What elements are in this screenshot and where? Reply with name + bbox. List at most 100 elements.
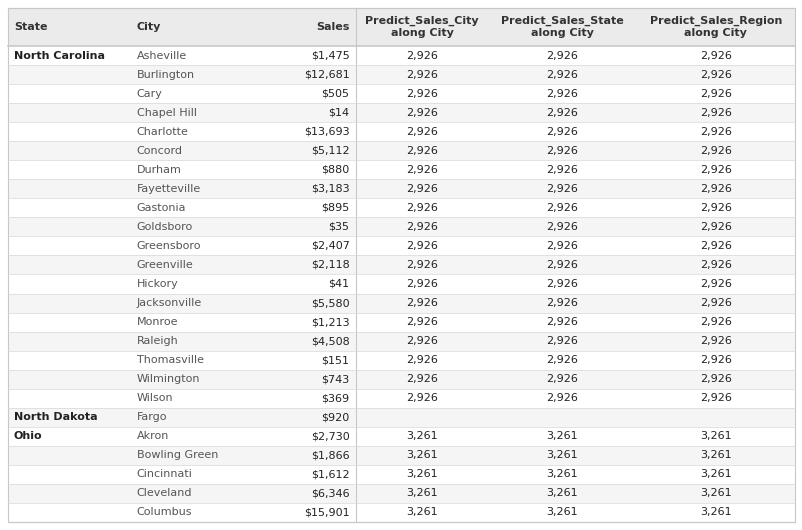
Text: Fargo: Fargo — [136, 412, 167, 422]
Text: Greenville: Greenville — [136, 260, 193, 270]
Text: 2,926: 2,926 — [406, 184, 437, 194]
Text: 2,926: 2,926 — [546, 279, 577, 289]
Text: 2,926: 2,926 — [699, 108, 731, 118]
Text: 3,261: 3,261 — [699, 508, 731, 517]
Bar — [8, 179, 794, 198]
Text: 2,926: 2,926 — [406, 355, 437, 365]
Text: 2,926: 2,926 — [406, 222, 437, 232]
Text: 2,926: 2,926 — [699, 184, 731, 194]
Text: 2,926: 2,926 — [546, 184, 577, 194]
Text: 2,926: 2,926 — [546, 165, 577, 175]
Text: 2,926: 2,926 — [546, 127, 577, 137]
Text: 2,926: 2,926 — [699, 127, 731, 137]
Text: State: State — [14, 22, 47, 32]
Text: 2,926: 2,926 — [406, 393, 437, 403]
Text: 3,261: 3,261 — [699, 489, 731, 498]
Text: Jacksonville: Jacksonville — [136, 298, 201, 308]
Text: 2,926: 2,926 — [699, 146, 731, 156]
Text: $12,681: $12,681 — [303, 69, 349, 80]
Text: Sales: Sales — [316, 22, 349, 32]
Text: 3,261: 3,261 — [406, 508, 437, 517]
Text: $895: $895 — [321, 203, 349, 213]
Text: 2,926: 2,926 — [546, 298, 577, 308]
Bar — [8, 313, 794, 332]
Text: Akron: Akron — [136, 431, 168, 441]
Bar — [8, 103, 794, 122]
Text: Predict_Sales_State
along City: Predict_Sales_State along City — [500, 16, 623, 38]
Text: $1,866: $1,866 — [310, 450, 349, 461]
Text: 2,926: 2,926 — [699, 165, 731, 175]
Text: 2,926: 2,926 — [699, 69, 731, 80]
Text: Burlington: Burlington — [136, 69, 195, 80]
Text: $3,183: $3,183 — [310, 184, 349, 194]
Text: 2,926: 2,926 — [546, 222, 577, 232]
Text: $743: $743 — [321, 374, 349, 384]
Text: North Carolina: North Carolina — [14, 50, 105, 60]
Text: 3,261: 3,261 — [406, 470, 437, 480]
Bar — [8, 370, 794, 388]
Text: $2,407: $2,407 — [310, 241, 349, 251]
Text: 2,926: 2,926 — [406, 50, 437, 60]
Text: 3,261: 3,261 — [546, 431, 577, 441]
Text: North Dakota: North Dakota — [14, 412, 98, 422]
Bar — [8, 408, 794, 427]
Bar — [8, 465, 794, 484]
Text: $880: $880 — [321, 165, 349, 175]
Bar — [8, 446, 794, 465]
Text: Greensboro: Greensboro — [136, 241, 200, 251]
Text: 2,926: 2,926 — [406, 89, 437, 99]
Text: 2,926: 2,926 — [406, 203, 437, 213]
Text: 3,261: 3,261 — [406, 450, 437, 461]
Text: Asheville: Asheville — [136, 50, 187, 60]
Bar — [8, 332, 794, 351]
Text: 2,926: 2,926 — [406, 336, 437, 346]
Text: 2,926: 2,926 — [546, 355, 577, 365]
Text: Hickory: Hickory — [136, 279, 178, 289]
Text: Durham: Durham — [136, 165, 181, 175]
Bar — [8, 160, 794, 179]
Bar — [8, 503, 794, 522]
Text: 2,926: 2,926 — [546, 50, 577, 60]
Text: 2,926: 2,926 — [546, 317, 577, 327]
Text: $2,730: $2,730 — [310, 431, 349, 441]
Text: Chapel Hill: Chapel Hill — [136, 108, 196, 118]
Text: 2,926: 2,926 — [699, 317, 731, 327]
Text: Predict_Sales_Region
along City: Predict_Sales_Region along City — [649, 16, 781, 38]
Text: 2,926: 2,926 — [699, 89, 731, 99]
Text: $1,475: $1,475 — [310, 50, 349, 60]
Text: Gastonia: Gastonia — [136, 203, 186, 213]
Text: $920: $920 — [321, 412, 349, 422]
Text: 2,926: 2,926 — [546, 260, 577, 270]
Text: 2,926: 2,926 — [546, 89, 577, 99]
Text: 2,926: 2,926 — [546, 336, 577, 346]
Text: 3,261: 3,261 — [546, 489, 577, 498]
Bar — [8, 427, 794, 446]
Text: $2,118: $2,118 — [310, 260, 349, 270]
Text: 2,926: 2,926 — [406, 374, 437, 384]
Text: 2,926: 2,926 — [699, 374, 731, 384]
Text: Cincinnati: Cincinnati — [136, 470, 192, 480]
Text: 2,926: 2,926 — [699, 393, 731, 403]
Text: 3,261: 3,261 — [699, 470, 731, 480]
Text: 2,926: 2,926 — [699, 279, 731, 289]
Text: 2,926: 2,926 — [406, 127, 437, 137]
Text: 2,926: 2,926 — [406, 69, 437, 80]
Bar — [8, 141, 794, 160]
Text: 2,926: 2,926 — [406, 241, 437, 251]
Text: $14: $14 — [328, 108, 349, 118]
Text: 2,926: 2,926 — [699, 203, 731, 213]
Text: Fayetteville: Fayetteville — [136, 184, 200, 194]
Text: 3,261: 3,261 — [699, 450, 731, 461]
Text: $13,693: $13,693 — [303, 127, 349, 137]
Text: Thomasville: Thomasville — [136, 355, 204, 365]
Text: 2,926: 2,926 — [546, 108, 577, 118]
Text: Bowling Green: Bowling Green — [136, 450, 218, 461]
Text: 3,261: 3,261 — [546, 508, 577, 517]
Text: $4,508: $4,508 — [310, 336, 349, 346]
Text: 2,926: 2,926 — [546, 203, 577, 213]
Text: 3,261: 3,261 — [546, 470, 577, 480]
Text: 2,926: 2,926 — [406, 165, 437, 175]
Text: Columbus: Columbus — [136, 508, 192, 517]
Text: 3,261: 3,261 — [546, 450, 577, 461]
Text: 2,926: 2,926 — [546, 69, 577, 80]
